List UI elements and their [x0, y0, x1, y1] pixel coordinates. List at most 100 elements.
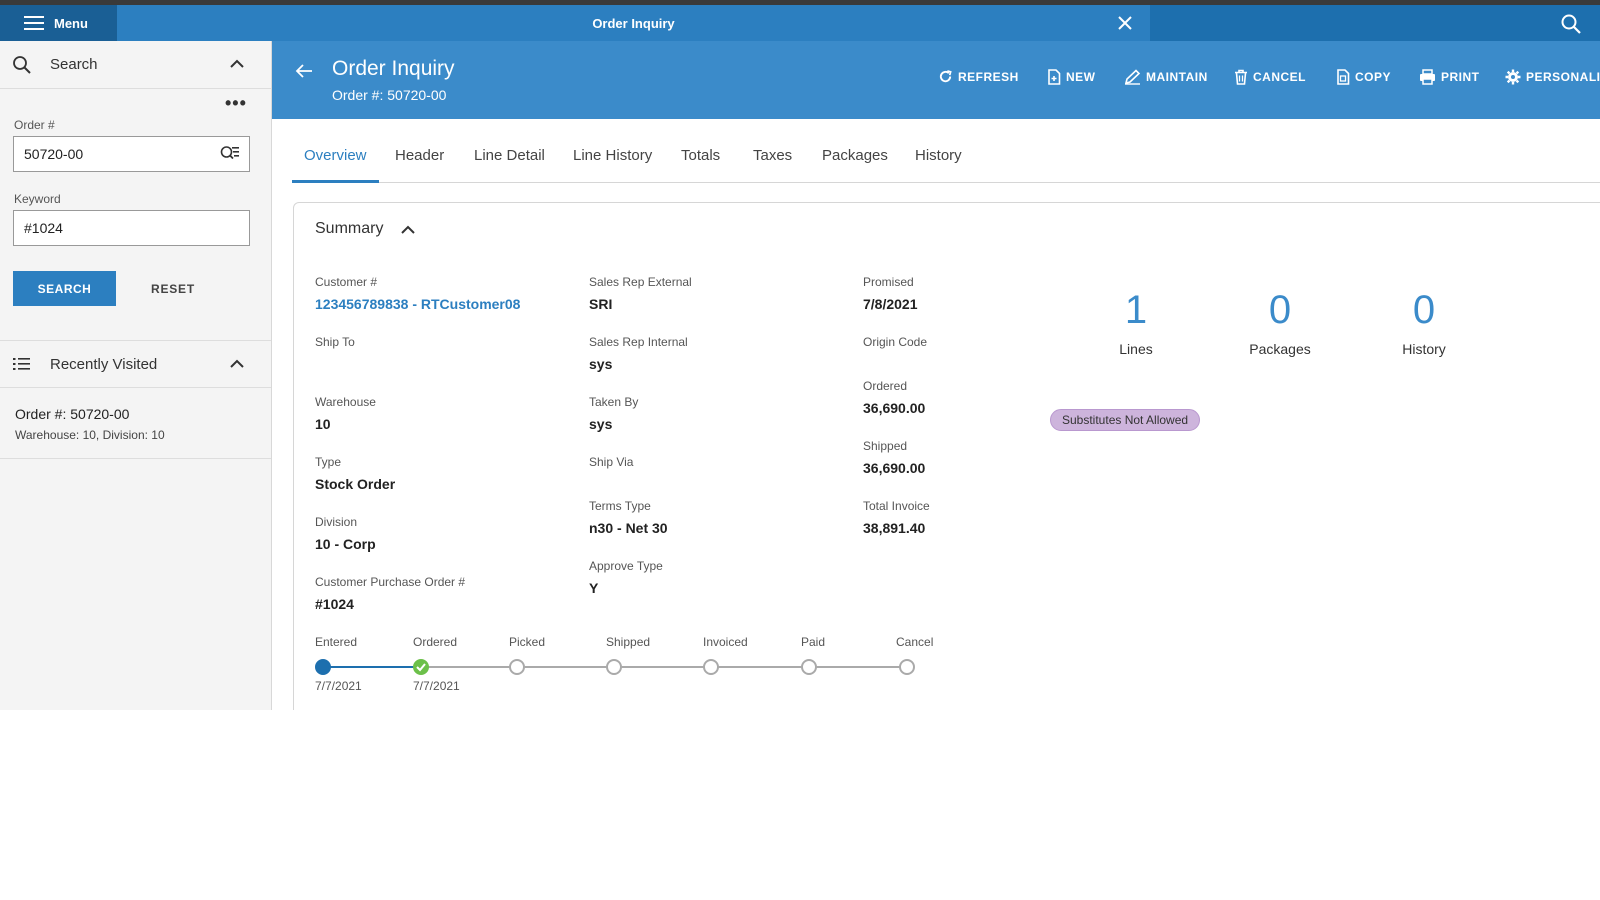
open-tab[interactable]: Order Inquiry [117, 5, 1150, 41]
print-icon [1420, 69, 1435, 85]
more-options-icon[interactable]: ••• [225, 93, 247, 113]
lines-metric[interactable]: 1 Lines [1076, 288, 1196, 357]
refresh-button[interactable]: REFRESH [938, 69, 1019, 84]
print-button[interactable]: PRINT [1419, 69, 1480, 85]
customer-label: Customer # [315, 275, 378, 289]
order-number-input[interactable] [13, 136, 250, 172]
step-connector [323, 666, 421, 668]
step-picked-label: Picked [509, 635, 546, 649]
search-button[interactable]: SEARCH [13, 271, 116, 306]
step-entered-dot [315, 659, 331, 675]
warehouse-value: 10 [315, 416, 331, 432]
copy-button[interactable]: COPY [1336, 69, 1391, 85]
page-title: Order Inquiry [332, 57, 455, 80]
tab-line-detail[interactable]: Line Detail [474, 147, 545, 164]
customer-po-label: Customer Purchase Order # [315, 575, 466, 589]
menu-label: Menu [54, 15, 88, 31]
lines-label: Lines [1119, 341, 1153, 357]
ordered-value: 36,690.00 [863, 400, 926, 416]
hamburger-icon [24, 16, 44, 30]
lookup-icon[interactable] [220, 145, 240, 163]
step-ordered-label: Ordered [413, 635, 458, 649]
chevron-up-icon[interactable] [228, 355, 246, 373]
step-invoiced-label: Invoiced [703, 635, 748, 649]
approve-type-label: Approve Type [589, 559, 663, 573]
step-cancel-dot [899, 659, 915, 675]
new-document-icon [1048, 69, 1061, 85]
customer-po-value: #1024 [315, 596, 354, 612]
terms-type-value: n30 - Net 30 [589, 520, 668, 536]
chevron-up-icon[interactable] [399, 221, 417, 239]
step-ordered-date: 7/7/2021 [413, 679, 460, 693]
step-connector [421, 666, 908, 668]
maintain-label: MAINTAIN [1146, 70, 1208, 84]
step-paid-dot [801, 659, 817, 675]
reset-button[interactable]: RESET [133, 271, 213, 306]
cancel-label: CANCEL [1253, 70, 1306, 84]
chevron-up-icon[interactable] [228, 55, 246, 73]
main-content: Order Inquiry Order #: 50720-00 REFRESH … [272, 41, 1600, 710]
back-arrow-icon[interactable] [294, 61, 314, 81]
tab-header[interactable]: Header [395, 147, 445, 164]
trash-icon [1235, 69, 1247, 85]
maintain-button[interactable]: MAINTAIN [1124, 69, 1208, 85]
close-icon[interactable] [1116, 14, 1134, 32]
page-header: Order Inquiry Order #: 50720-00 REFRESH … [272, 41, 1600, 119]
packages-count: 0 [1268, 288, 1292, 332]
step-picked-dot [509, 659, 525, 675]
personalize-button[interactable]: PERSONALIZE [1505, 69, 1600, 85]
blank-area [0, 710, 1600, 900]
sales-rep-external-value: SRI [589, 296, 613, 312]
taken-by-label: Taken By [589, 395, 639, 409]
history-count: 0 [1412, 288, 1436, 332]
type-value: Stock Order [315, 476, 396, 492]
personalize-label: PERSONALIZE [1526, 70, 1600, 84]
page-subtitle: Order #: 50720-00 [332, 87, 447, 103]
pencil-icon [1124, 69, 1141, 85]
customer-link[interactable]: 123456789838 - RTCustomer08 [315, 296, 521, 312]
summary-card: Summary Customer # 123456789838 - RTCust… [293, 202, 1600, 710]
new-button[interactable]: NEW [1047, 69, 1096, 85]
recently-visited-header[interactable]: Recently Visited [0, 340, 271, 388]
history-label: History [1402, 341, 1446, 357]
origin-code-label: Origin Code [863, 335, 928, 349]
tab-line-history[interactable]: Line History [573, 147, 653, 164]
promised-value: 7/8/2021 [863, 296, 918, 312]
tab-totals[interactable]: Totals [681, 147, 721, 164]
sales-rep-internal-label: Sales Rep Internal [589, 335, 688, 349]
division-value: 10 - Corp [315, 536, 376, 552]
summary-title: Summary [315, 220, 384, 237]
cancel-button[interactable]: CANCEL [1234, 69, 1306, 85]
history-metric[interactable]: 0 History [1364, 288, 1484, 357]
menu-button[interactable]: Menu [0, 5, 117, 41]
tab-history[interactable]: History [915, 147, 962, 164]
terms-type-label: Terms Type [589, 499, 651, 513]
ordered-label: Ordered [863, 379, 908, 393]
tab-taxes[interactable]: Taxes [753, 147, 793, 164]
taken-by-value: sys [589, 416, 613, 432]
keyword-field-label: Keyword [14, 192, 61, 206]
status-badge: Substitutes Not Allowed [1050, 409, 1201, 431]
packages-label: Packages [1249, 341, 1311, 357]
search-section-header[interactable]: Search [0, 41, 271, 89]
ship-to-label: Ship To [315, 335, 355, 349]
tab-bar: Overview Header Line Detail Line History… [292, 139, 1600, 183]
step-entered-date: 7/7/2021 [315, 679, 362, 693]
search-icon[interactable] [1560, 13, 1582, 35]
keyword-input[interactable] [13, 210, 250, 246]
tab-overview[interactable]: Overview [292, 139, 379, 183]
sales-rep-external-label: Sales Rep External [589, 275, 692, 289]
search-icon [13, 56, 31, 74]
packages-metric[interactable]: 0 Packages [1220, 288, 1340, 357]
list-icon [13, 358, 30, 370]
app-window: Menu Order Inquiry Search ••• Order # Ke… [0, 0, 1600, 710]
step-cancel-label: Cancel [896, 635, 934, 649]
division-label: Division [315, 515, 358, 529]
gear-icon [1505, 69, 1521, 85]
recent-item[interactable]: Order #: 50720-00 Warehouse: 10, Divisio… [0, 389, 271, 459]
sales-rep-internal-value: sys [589, 356, 613, 372]
step-paid-label: Paid [801, 635, 826, 649]
tab-packages[interactable]: Packages [822, 147, 888, 164]
recently-visited-label: Recently Visited [50, 356, 158, 373]
total-invoice-label: Total Invoice [863, 499, 930, 513]
